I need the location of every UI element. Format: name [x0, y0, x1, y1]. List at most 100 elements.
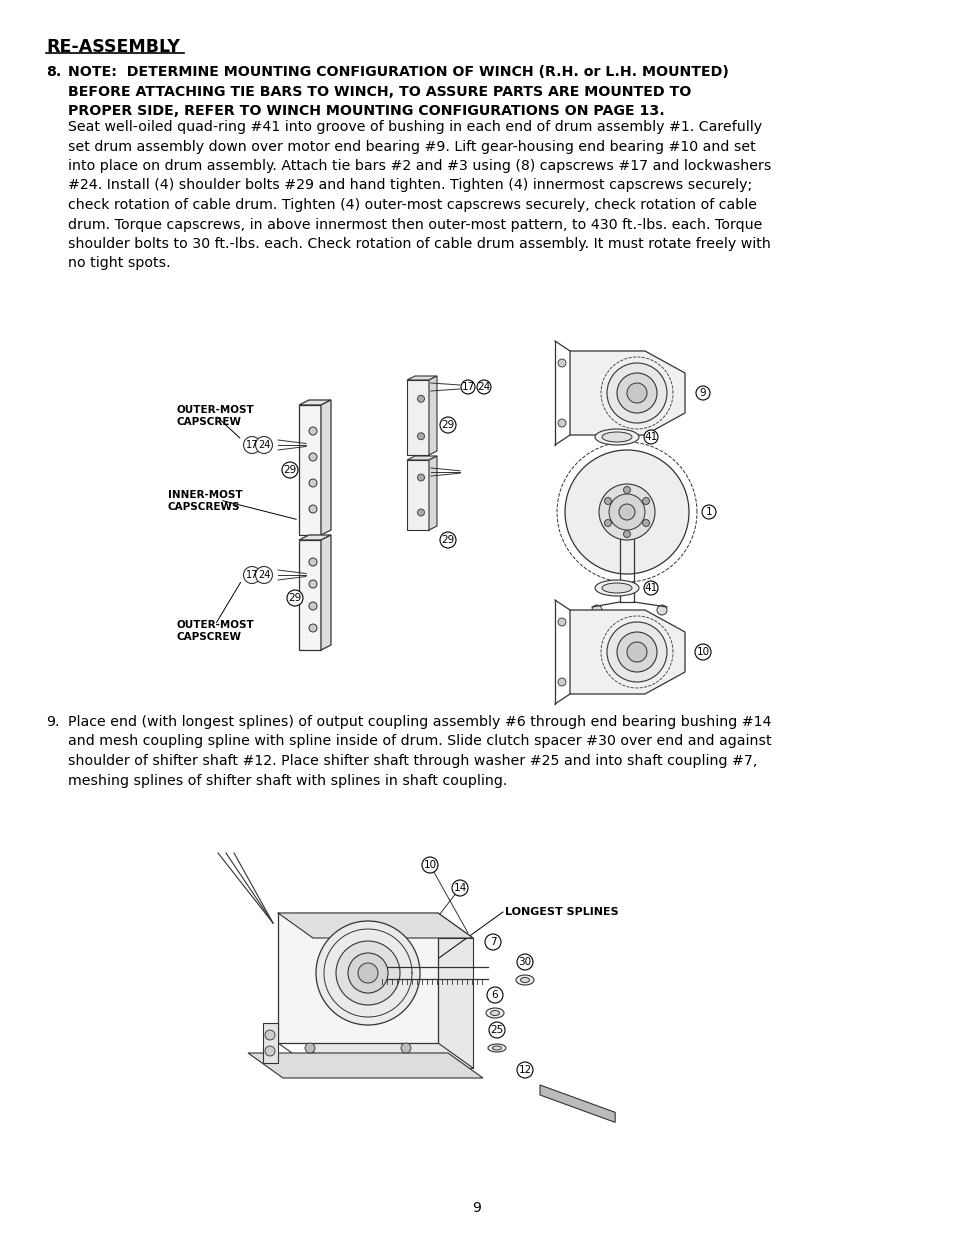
Circle shape — [604, 498, 611, 505]
Polygon shape — [298, 535, 331, 540]
Text: 9: 9 — [699, 388, 705, 398]
Ellipse shape — [492, 1046, 501, 1050]
Circle shape — [243, 436, 260, 453]
Text: 14: 14 — [453, 883, 466, 893]
Circle shape — [558, 678, 565, 685]
Text: 17: 17 — [246, 440, 258, 450]
Ellipse shape — [488, 1044, 505, 1052]
Circle shape — [287, 590, 303, 606]
Text: 24: 24 — [257, 440, 270, 450]
Polygon shape — [298, 405, 320, 535]
Circle shape — [701, 505, 716, 519]
Text: 1: 1 — [705, 508, 712, 517]
Text: 29: 29 — [288, 593, 301, 603]
Text: 9: 9 — [472, 1200, 481, 1215]
Circle shape — [417, 395, 424, 403]
Polygon shape — [298, 540, 320, 650]
Text: 24: 24 — [476, 382, 490, 391]
Circle shape — [626, 642, 646, 662]
Circle shape — [439, 532, 456, 548]
Circle shape — [489, 1023, 504, 1037]
Text: 29: 29 — [283, 466, 296, 475]
Circle shape — [335, 941, 399, 1005]
Text: 7: 7 — [489, 937, 496, 947]
Ellipse shape — [595, 580, 639, 597]
Ellipse shape — [490, 1010, 499, 1015]
Circle shape — [558, 419, 565, 427]
Text: 17: 17 — [246, 571, 258, 580]
Circle shape — [517, 953, 533, 969]
Circle shape — [517, 1062, 533, 1078]
Circle shape — [623, 531, 630, 537]
Circle shape — [309, 505, 316, 513]
Polygon shape — [429, 375, 436, 454]
Circle shape — [452, 881, 468, 897]
Ellipse shape — [520, 977, 529, 983]
Text: 25: 25 — [490, 1025, 503, 1035]
Polygon shape — [277, 913, 437, 1044]
Circle shape — [695, 643, 710, 659]
Circle shape — [643, 430, 658, 445]
Polygon shape — [539, 1086, 615, 1123]
Circle shape — [626, 383, 646, 403]
Circle shape — [598, 484, 655, 540]
Polygon shape — [569, 610, 684, 694]
Text: NOTE:  DETERMINE MOUNTING CONFIGURATION OF WINCH (R.H. or L.H. MOUNTED)
BEFORE A: NOTE: DETERMINE MOUNTING CONFIGURATION O… — [68, 65, 728, 119]
Circle shape — [558, 359, 565, 367]
Ellipse shape — [516, 974, 534, 986]
Text: OUTER-MOST
CAPSCREW: OUTER-MOST CAPSCREW — [177, 620, 254, 642]
Polygon shape — [277, 913, 473, 939]
Circle shape — [484, 934, 500, 950]
Text: 17: 17 — [461, 382, 475, 391]
Text: 12: 12 — [517, 1065, 531, 1074]
Circle shape — [315, 921, 419, 1025]
Circle shape — [558, 618, 565, 626]
Circle shape — [460, 380, 475, 394]
Circle shape — [617, 373, 657, 412]
Text: Seat well-oiled quad-ring #41 into groove of bushing in each end of drum assembl: Seat well-oiled quad-ring #41 into groov… — [68, 120, 771, 270]
Circle shape — [309, 624, 316, 632]
Polygon shape — [320, 535, 331, 650]
Circle shape — [348, 953, 388, 993]
Circle shape — [623, 487, 630, 494]
Polygon shape — [407, 456, 436, 459]
Circle shape — [265, 1046, 274, 1056]
Circle shape — [642, 520, 649, 526]
Text: LONGEST SPLINES: LONGEST SPLINES — [504, 906, 618, 918]
Circle shape — [618, 504, 635, 520]
Text: 9.: 9. — [46, 715, 59, 729]
Circle shape — [309, 479, 316, 487]
Polygon shape — [298, 400, 331, 405]
Circle shape — [305, 1044, 314, 1053]
Ellipse shape — [601, 432, 631, 442]
Polygon shape — [313, 939, 473, 1068]
Circle shape — [417, 509, 424, 516]
Text: RE-ASSEMBLY: RE-ASSEMBLY — [46, 38, 180, 56]
Circle shape — [417, 432, 424, 440]
Circle shape — [564, 450, 688, 574]
Text: Place end (with longest splines) of output coupling assembly #6 through end bear: Place end (with longest splines) of outp… — [68, 715, 771, 788]
Polygon shape — [320, 400, 331, 535]
Polygon shape — [407, 380, 429, 454]
Circle shape — [309, 558, 316, 566]
Circle shape — [642, 498, 649, 505]
Text: INNER-MOST
CAPSCREWS: INNER-MOST CAPSCREWS — [168, 490, 242, 513]
Circle shape — [255, 436, 273, 453]
Circle shape — [309, 601, 316, 610]
Circle shape — [592, 605, 601, 615]
Circle shape — [606, 622, 666, 682]
Circle shape — [255, 567, 273, 583]
Circle shape — [604, 520, 611, 526]
Text: 29: 29 — [441, 535, 455, 545]
Circle shape — [486, 987, 502, 1003]
Circle shape — [606, 363, 666, 424]
Circle shape — [265, 1030, 274, 1040]
Circle shape — [309, 427, 316, 435]
Text: 24: 24 — [257, 571, 270, 580]
Polygon shape — [263, 1023, 277, 1063]
Ellipse shape — [601, 583, 631, 593]
Circle shape — [617, 632, 657, 672]
Ellipse shape — [595, 429, 639, 445]
Circle shape — [400, 1044, 411, 1053]
Polygon shape — [407, 375, 436, 380]
